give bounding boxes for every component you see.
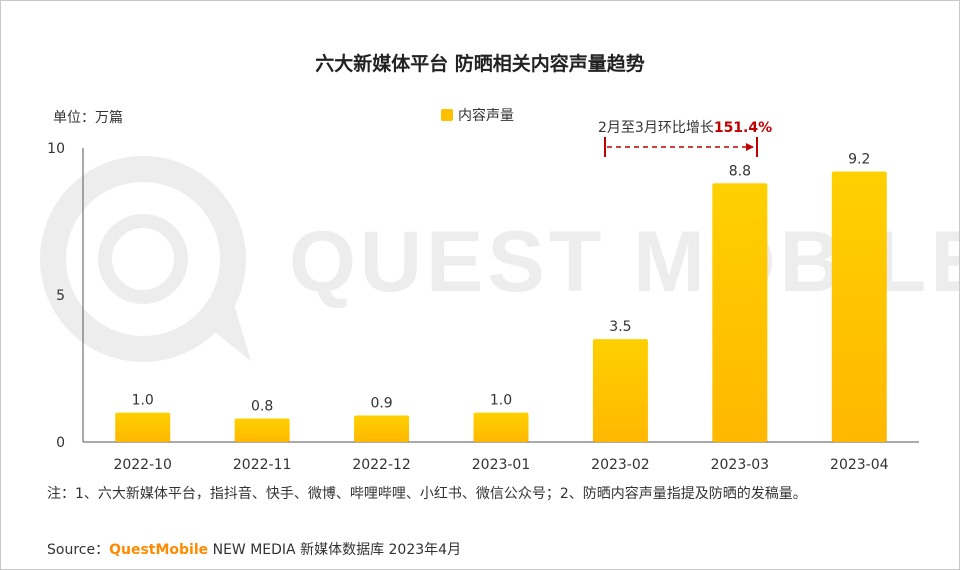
y-ticks: 0 5 10 (47, 141, 65, 451)
growth-annotation: 2月至3月环比增长151.4% (598, 117, 772, 137)
x-tick-label: 2023-01 (472, 457, 531, 473)
footnote: 注：1、六大新媒体平台，指抖音、快手、微博、哔哩哔哩、小红书、微信公众号；2、防… (47, 486, 807, 502)
x-tick-label: 2022-12 (352, 457, 411, 473)
source-label: Source： (47, 542, 110, 558)
unit-label: 单位：万篇 (53, 110, 123, 126)
bar-value-label: 1.0 (132, 393, 154, 409)
growth-annotation-text: 2月至3月环比增长 (598, 120, 714, 136)
source-line: Source：QuestMobile NEW MEDIA 新媒体数据库 2023… (47, 539, 461, 559)
x-tick-label: 2022-10 (113, 457, 172, 473)
source-detail: NEW MEDIA 新媒体数据库 2023年4月 (208, 542, 462, 558)
legend-label: 内容声量 (458, 108, 514, 124)
chart-title: 六大新媒体平台 防晒相关内容声量趋势 (315, 53, 645, 75)
y-tick-label: 0 (56, 435, 65, 451)
growth-annotation-value: 151.4% (713, 120, 773, 136)
bar-value-label: 0.8 (251, 398, 273, 414)
bar-value-label: 0.9 (370, 396, 392, 412)
bar-value-label: 9.2 (848, 152, 870, 168)
y-tick-label: 5 (56, 288, 65, 304)
bar-value-label: 8.8 (729, 163, 751, 179)
watermark-logo-icon (40, 156, 251, 362)
bar-value-label: 3.5 (609, 319, 631, 335)
growth-bracket (604, 137, 758, 157)
bar-2023-03 (712, 183, 768, 442)
x-ticks: 2022-10 2022-11 2022-12 2023-01 2023-02 2023-… (113, 457, 888, 473)
legend-swatch-icon (441, 109, 453, 121)
bar-2022-11 (234, 418, 290, 442)
bar-2023-02 (592, 339, 648, 442)
bars (115, 171, 887, 442)
bar-2023-04 (831, 171, 887, 442)
source-brand: QuestMobile (109, 542, 209, 558)
bar-2022-10 (115, 412, 171, 442)
bar-labels: 1.0 0.8 0.9 1.0 3.5 8.8 9.2 (132, 152, 871, 415)
bar-2022-12 (354, 415, 410, 442)
x-tick-label: 2023-02 (591, 457, 650, 473)
y-tick-label: 10 (47, 141, 65, 157)
x-tick-label: 2023-04 (830, 457, 889, 473)
watermark: QUEST MOBILE (40, 156, 959, 362)
x-tick-label: 2022-11 (233, 457, 292, 473)
x-tick-label: 2023-03 (711, 457, 770, 473)
legend: 内容声量 (441, 105, 514, 125)
bar-2023-01 (473, 412, 529, 442)
bar-value-label: 1.0 (490, 393, 512, 409)
